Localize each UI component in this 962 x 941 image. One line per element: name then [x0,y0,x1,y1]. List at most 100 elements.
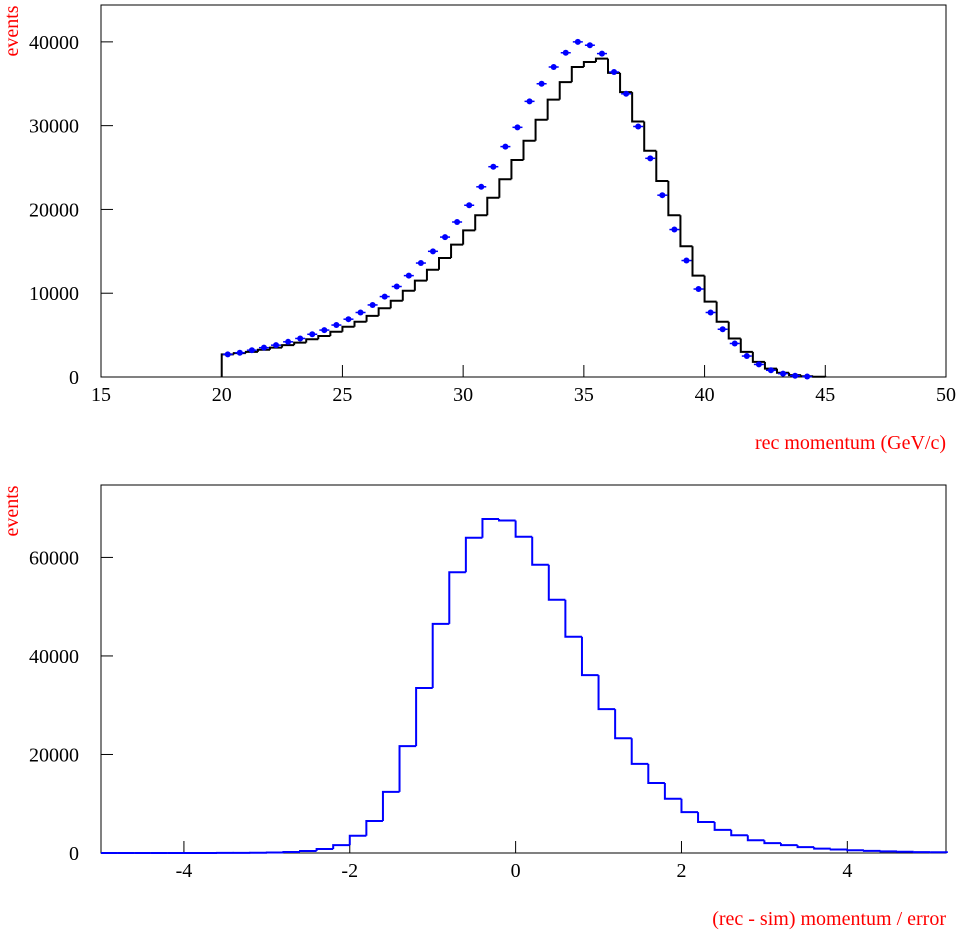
data-point [430,248,436,254]
histogram-bin [930,852,947,853]
histogram-bin [403,291,415,301]
data-point [466,202,472,208]
plot-frame [101,5,946,377]
data-point [587,42,593,48]
data-point [370,302,376,308]
data-point [563,50,569,56]
histogram-bin [524,141,536,160]
data-point [551,64,557,70]
histogram-bin [864,850,881,851]
histogram-bin [715,822,732,830]
data-point [792,373,798,379]
data-point [502,144,508,150]
x-tick-label: 15 [91,384,111,406]
data-point [659,192,665,198]
data-point [261,345,267,351]
histogram-bin [366,821,383,836]
data-point [297,335,303,341]
data-point [225,351,231,357]
histogram-bin [548,100,560,120]
histogram-bin [306,339,318,342]
histogram-bin [416,688,433,746]
x-tick-label: 25 [332,384,352,406]
histogram-bin [400,746,417,792]
y-tick-label: 40000 [29,646,79,668]
histogram-bin [741,338,753,351]
data-point [285,339,291,345]
data-point [720,326,726,332]
y-tick-label: 60000 [29,547,79,569]
data-point [321,327,327,333]
data-point [527,98,533,104]
histogram-bin [391,301,403,309]
histogram-bin [681,799,698,812]
data-point [732,340,738,346]
histogram-bin [439,258,451,270]
data-point [454,219,460,225]
histogram-bin [584,62,596,67]
histogram-bin [565,600,582,637]
histogram-bin [847,850,864,851]
data-point [623,91,629,97]
histogram-bin [717,302,729,322]
y-axis-label: events [1,5,23,56]
y-tick-label: 20000 [29,199,79,221]
y-axis-label: events [1,485,23,536]
histogram-bin [330,332,342,336]
histogram-bin [427,270,439,281]
histogram-bin [680,215,692,246]
data-point [442,234,448,240]
x-tick-label: 45 [815,384,835,406]
histogram-bin [463,230,475,244]
histogram-bin [572,67,584,82]
data-point [249,347,255,353]
histogram-bin [731,830,748,835]
data-point [490,164,496,170]
histogram-bin [367,316,379,322]
histogram-bin [814,847,831,848]
histogram-bin [753,352,765,362]
data-points [223,39,812,380]
histogram-bin [560,82,572,100]
histogram-bin [648,764,665,783]
histogram-bin [487,198,499,216]
histogram-bin [383,792,400,821]
histogram-bin [729,322,741,339]
histogram-bin [499,179,511,197]
histogram-bin [698,812,715,822]
histogram-bin [415,281,427,291]
x-tick-label: -4 [176,860,193,882]
data-point [611,69,617,75]
histogram-bin [516,520,533,536]
data-point [683,258,689,264]
histogram-bin [355,322,367,327]
data-point [744,353,750,359]
histogram-bin [294,343,306,346]
y-tick-label: 20000 [29,744,79,766]
histogram-bin [318,336,330,339]
histogram-bin [317,849,334,851]
histogram-bin [379,308,391,316]
histogram-bin [798,845,815,847]
histogram-bin [536,120,548,141]
y-tick-label: 10000 [29,283,79,305]
data-point [358,309,364,315]
x-tick-label: 50 [936,384,956,406]
histogram-bin [596,59,608,62]
x-tick-label: 20 [212,384,232,406]
data-point [273,342,279,348]
x-tick-label: 35 [574,384,594,406]
histogram [101,519,947,853]
data-point [768,367,774,373]
histogram-bin [466,538,483,572]
data-point [478,184,484,190]
histogram-bin [222,354,234,377]
histogram-bin [511,160,523,179]
histogram-bin [350,836,367,845]
histogram-bin [781,843,798,845]
data-point [309,331,315,337]
histogram-bin [668,181,680,215]
histogram-bin [620,73,632,92]
histogram-bin [499,519,516,520]
